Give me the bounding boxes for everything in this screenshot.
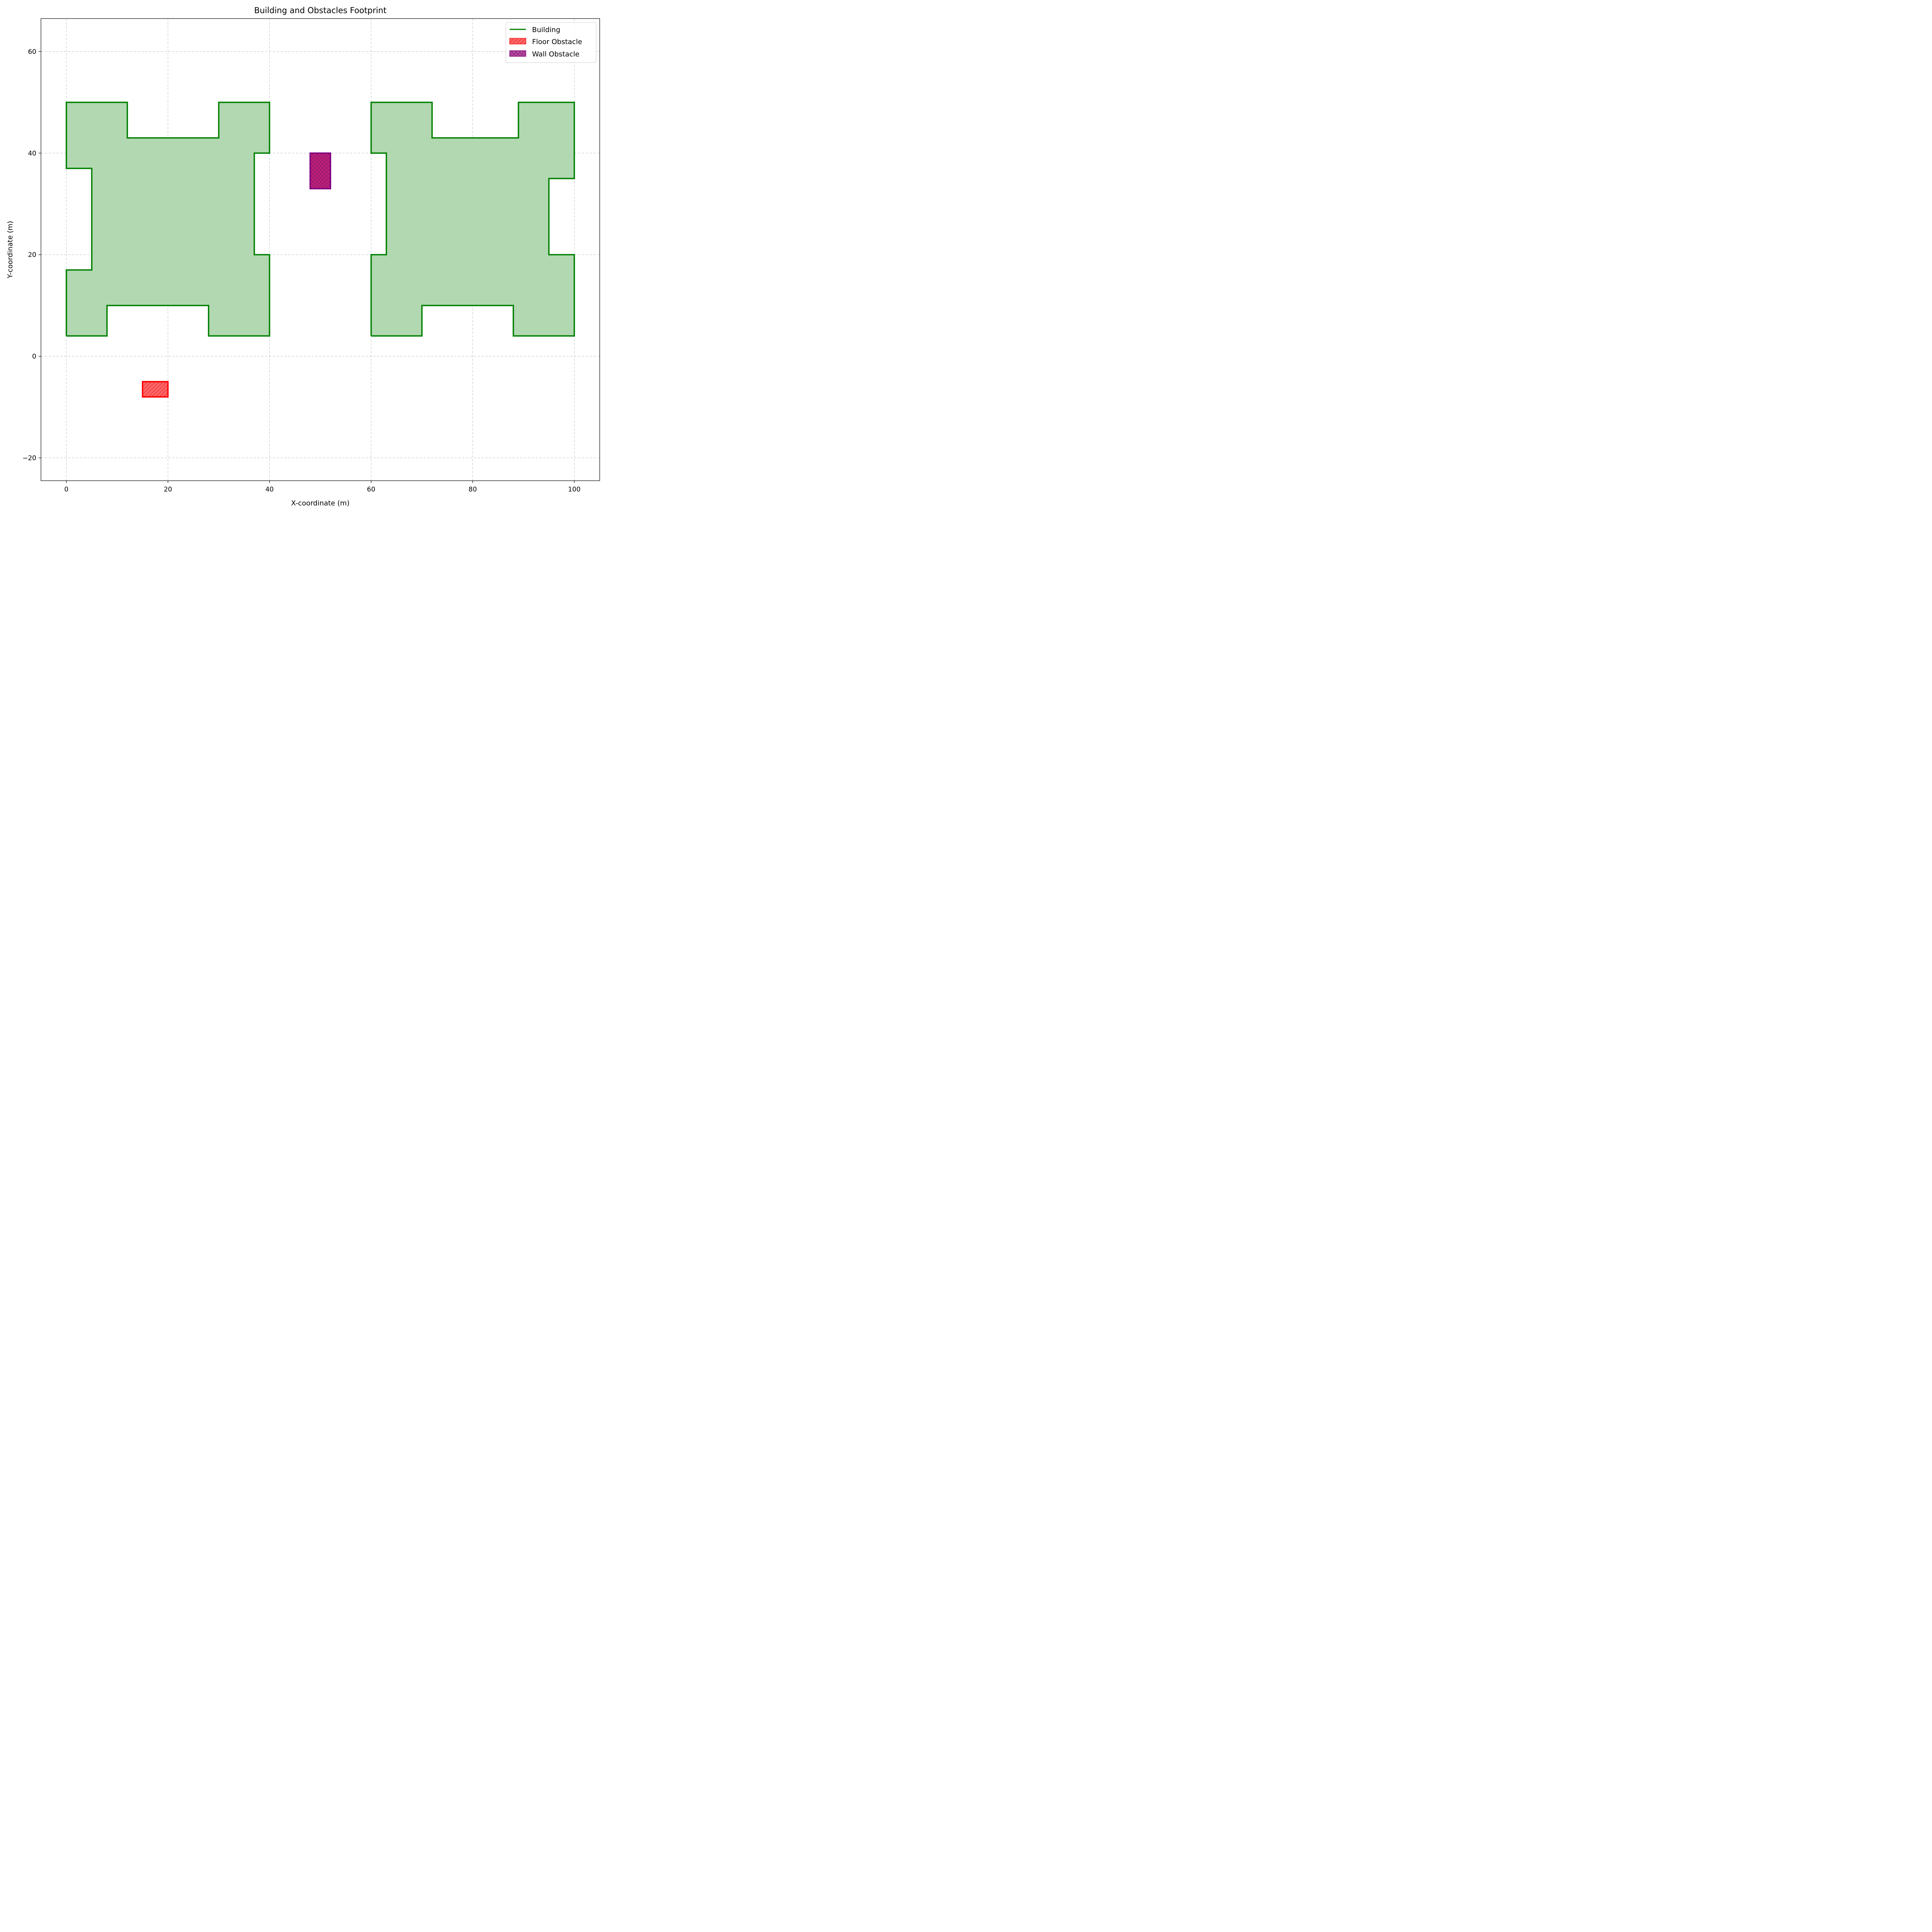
x-tick-label: 60: [367, 486, 376, 493]
x-tick-label: 40: [265, 486, 274, 493]
axes-frame: [41, 18, 600, 481]
building-footprint-fill: [371, 102, 575, 336]
building-outline: [65, 102, 270, 337]
chart-title: Building and Obstacles Footprint: [254, 6, 386, 15]
y-tick-label: 0: [32, 353, 36, 361]
building-outline: [370, 102, 575, 337]
x-tick-label: 0: [64, 486, 68, 493]
y-axis-label: Y-coordinate (m): [6, 221, 14, 279]
y-tick-label: 20: [28, 251, 36, 259]
legend-box: [505, 22, 597, 63]
footprint-chart: Building and Obstacles Footprint 0 20 40 60…: [6, 6, 600, 507]
legend: Building Floor Obstacle Wall Obstacle: [505, 22, 597, 63]
x-tick-label: 80: [469, 486, 477, 493]
x-tick-label: 20: [164, 486, 172, 493]
axis-ticks: 0 20 40 60 80 100 −20 0 20 40 60: [22, 48, 580, 493]
legend-wall-obstacle-hatch: [510, 51, 526, 56]
wall-obstacle-hatch: [309, 152, 332, 190]
x-axis-label: X-coordinate (m): [291, 499, 349, 507]
floor-obstacle-hatch: [142, 381, 169, 398]
plot-area: [65, 102, 575, 398]
x-tick-label: 100: [568, 486, 580, 493]
y-tick-label: 40: [28, 150, 36, 157]
legend-wall-obstacle-label: Wall Obstacle: [532, 50, 579, 58]
legend-building-label: Building: [532, 26, 560, 34]
y-tick-label: −20: [22, 454, 36, 462]
legend-floor-obstacle-label: Floor Obstacle: [532, 38, 582, 46]
y-tick-label: 60: [28, 48, 36, 56]
legend-floor-obstacle-hatch: [510, 38, 526, 44]
building-footprint-fill: [66, 102, 270, 336]
